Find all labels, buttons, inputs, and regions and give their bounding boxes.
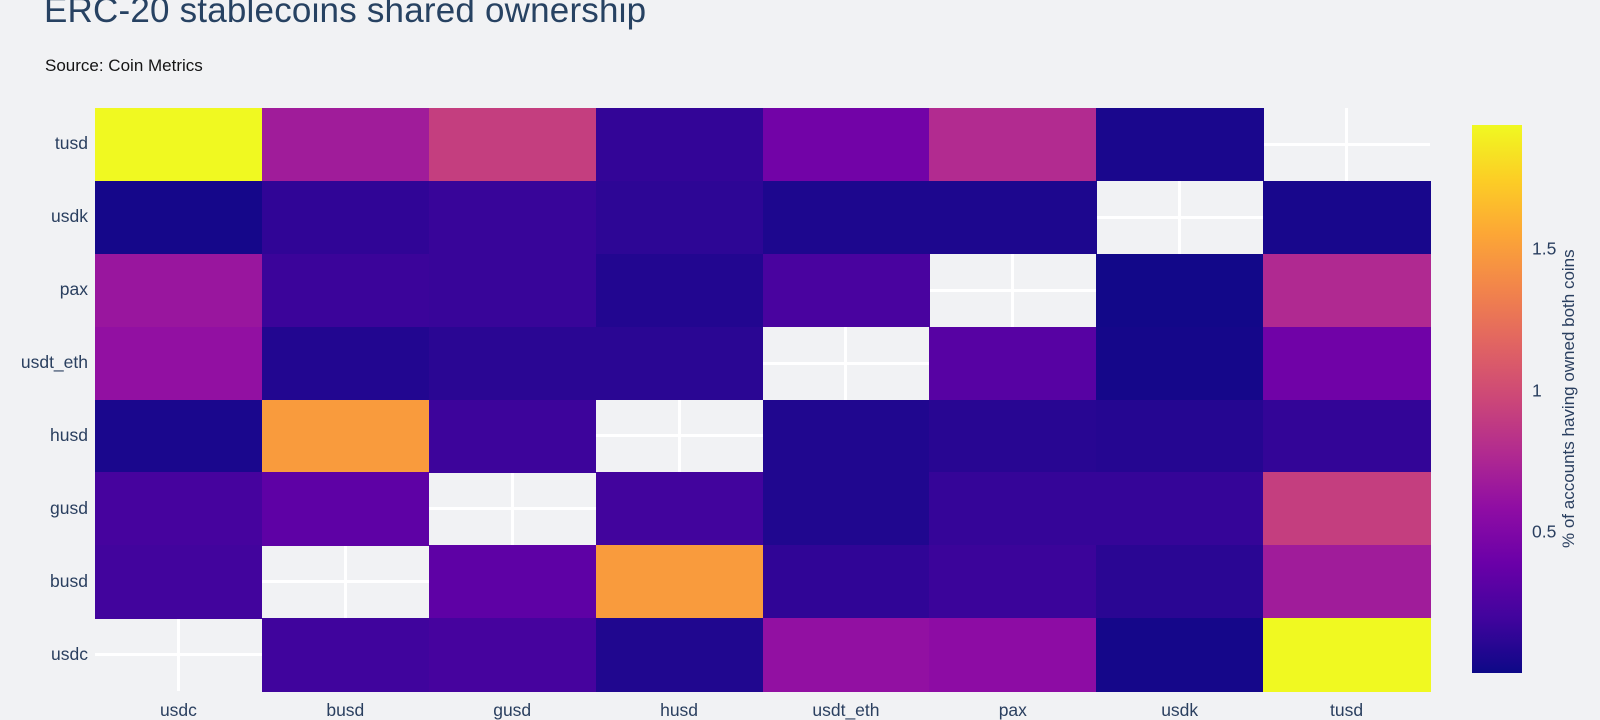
heatmap-cell-usdt_eth-usdc [95, 326, 263, 400]
heatmap-cell-usdt_eth-gusd [428, 326, 597, 400]
heatmap-cell-usdk-usdc [95, 180, 263, 255]
heatmap-cell-husd-busd [261, 399, 430, 473]
heatmap-cell-usdk-busd [261, 180, 430, 255]
heatmap-plot [95, 108, 1431, 692]
heatmap-cell-usdk-gusd [428, 180, 597, 255]
heatmap-cell-gusd-usdc [95, 472, 263, 546]
heatmap-cell-husd-tusd [1263, 399, 1431, 473]
x-tick-label-husd: husd [660, 700, 699, 720]
colorbar-gradient [1472, 125, 1522, 673]
x-tick-label-gusd: gusd [493, 700, 532, 720]
heatmap-cell-usdc-gusd [428, 618, 597, 692]
heatmap-cell-usdt_eth-busd [261, 326, 430, 400]
x-tick-label-tusd: tusd [1330, 700, 1364, 720]
x-tick-label-pax: pax [998, 700, 1027, 720]
colorbar-tick-0.5: 0.5 [1532, 521, 1557, 542]
heatmap-cell-usdc-tusd [1263, 618, 1431, 692]
heatmap-cell-tusd-usdk [1096, 108, 1264, 182]
heatmap-cell-pax-usdt_eth [762, 253, 930, 328]
heatmap-cell-pax-usdk [1096, 253, 1264, 328]
heatmap-cell-husd-gusd [428, 399, 597, 473]
heatmap-cell-busd-gusd [428, 545, 597, 619]
heatmap-cell-usdc-busd [261, 618, 430, 692]
heatmap-cell-pax-usdc [95, 253, 263, 328]
colorbar-tick-1: 1 [1532, 380, 1542, 401]
heatmap-cell-usdk-husd [595, 180, 763, 255]
heatmap-cell-gusd-usdk [1096, 472, 1264, 546]
heatmap-cell-pax-gusd [428, 253, 597, 328]
heatmap-cell-usdc-usdk [1096, 618, 1264, 692]
heatmap-cell-usdt_eth-husd [595, 326, 763, 400]
heatmap-cell-tusd-gusd [428, 108, 597, 182]
heatmap-cell-usdc-usdt_eth [762, 618, 930, 692]
heatmap-cell-busd-pax [929, 545, 1097, 619]
y-tick-label-pax: pax [59, 279, 88, 300]
x-tick-label-usdk: usdk [1161, 700, 1199, 720]
heatmap-cell-tusd-pax [929, 108, 1097, 182]
colorbar-tick-1.5: 1.5 [1532, 238, 1557, 259]
heatmap-cell-husd-usdc [95, 399, 263, 473]
y-tick-label-usdc: usdc [51, 643, 88, 664]
heatmap-cell-busd-tusd [1263, 545, 1431, 619]
heatmap-cell-husd-usdt_eth [762, 399, 930, 473]
heatmap-cell-gusd-busd [261, 472, 430, 546]
heatmap-cell-tusd-husd [595, 108, 763, 182]
heatmap-cell-usdk-usdt_eth [762, 180, 930, 255]
heatmap-cell-busd-usdt_eth [762, 545, 930, 619]
heatmap-cell-usdc-husd [595, 618, 763, 692]
heatmap-cell-usdc-pax [929, 618, 1097, 692]
heatmap-cell-pax-tusd [1263, 253, 1431, 328]
heatmap-cell-pax-busd [261, 253, 430, 328]
x-tick-label-busd: busd [326, 700, 365, 720]
heatmap-cell-tusd-usdc [95, 108, 263, 182]
x-tick-label-usdt_eth: usdt_eth [812, 700, 880, 720]
y-tick-label-husd: husd [50, 424, 88, 445]
heatmap-cell-tusd-usdt_eth [762, 108, 930, 182]
heatmap-cell-tusd-busd [261, 108, 430, 182]
y-tick-label-tusd: tusd [54, 133, 88, 154]
heatmap-cell-gusd-tusd [1263, 472, 1431, 546]
heatmap-cell-busd-usdk [1096, 545, 1264, 619]
heatmap-cell-gusd-usdt_eth [762, 472, 930, 546]
heatmap-cell-usdk-pax [929, 180, 1097, 255]
heatmap-cell-pax-husd [595, 253, 763, 328]
heatmap-cell-husd-usdk [1096, 399, 1264, 473]
y-tick-label-usdt_eth: usdt_eth [20, 352, 88, 373]
heatmap-cell-usdt_eth-tusd [1263, 326, 1431, 400]
heatmap-cell-busd-husd [595, 545, 763, 619]
heatmap-cell-gusd-pax [929, 472, 1097, 546]
heatmap-cell-gusd-husd [595, 472, 763, 546]
heatmap-cell-usdt_eth-pax [929, 326, 1097, 400]
colorbar-axis-title: % of accounts having owned both coins [1559, 249, 1578, 549]
heatmap-cell-husd-pax [929, 399, 1097, 473]
chart-source: Source: Coin Metrics [45, 56, 203, 75]
y-tick-label-usdk: usdk [51, 206, 88, 227]
chart-title: ERC-20 stablecoins shared ownership [44, 0, 647, 30]
heatmap-cell-busd-usdc [95, 545, 263, 619]
heatmap-cell-usdk-tusd [1263, 180, 1431, 255]
y-tick-label-gusd: gusd [50, 497, 88, 518]
heatmap-cell-usdt_eth-usdk [1096, 326, 1264, 400]
x-tick-label-usdc: usdc [159, 700, 197, 720]
y-tick-label-busd: busd [50, 570, 88, 591]
